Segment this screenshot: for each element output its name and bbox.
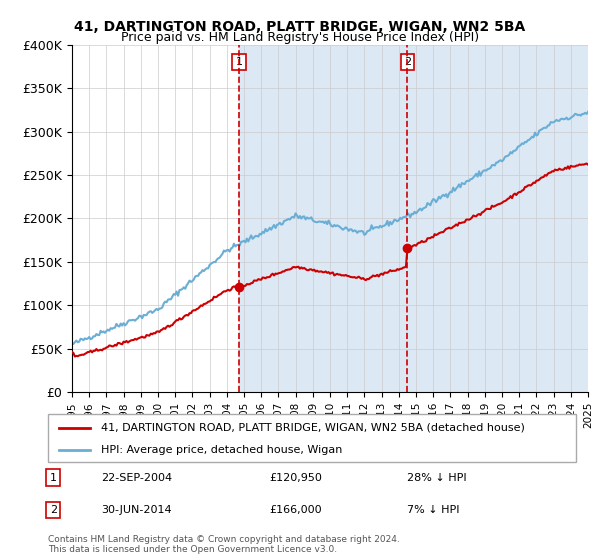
Text: 41, DARTINGTON ROAD, PLATT BRIDGE, WIGAN, WN2 5BA (detached house): 41, DARTINGTON ROAD, PLATT BRIDGE, WIGAN… [101, 423, 524, 433]
Text: 2: 2 [50, 505, 57, 515]
Text: 41, DARTINGTON ROAD, PLATT BRIDGE, WIGAN, WN2 5BA: 41, DARTINGTON ROAD, PLATT BRIDGE, WIGAN… [74, 20, 526, 34]
Bar [407, 45, 588, 392]
Text: £120,950: £120,950 [270, 473, 323, 483]
Text: 30-JUN-2014: 30-JUN-2014 [101, 505, 172, 515]
Text: HPI: Average price, detached house, Wigan: HPI: Average price, detached house, Wiga… [101, 445, 342, 455]
Text: £166,000: £166,000 [270, 505, 322, 515]
Text: 2: 2 [404, 57, 411, 67]
Text: 28% ↓ HPI: 28% ↓ HPI [407, 473, 467, 483]
Text: Price paid vs. HM Land Registry's House Price Index (HPI): Price paid vs. HM Land Registry's House … [121, 31, 479, 44]
Text: Contains HM Land Registry data © Crown copyright and database right 2024.
This d: Contains HM Land Registry data © Crown c… [48, 535, 400, 554]
Text: 1: 1 [236, 57, 242, 67]
Text: 7% ↓ HPI: 7% ↓ HPI [407, 505, 460, 515]
FancyBboxPatch shape [48, 414, 576, 462]
Text: 22-SEP-2004: 22-SEP-2004 [101, 473, 172, 483]
Bar [239, 45, 407, 392]
Text: 1: 1 [50, 473, 57, 483]
